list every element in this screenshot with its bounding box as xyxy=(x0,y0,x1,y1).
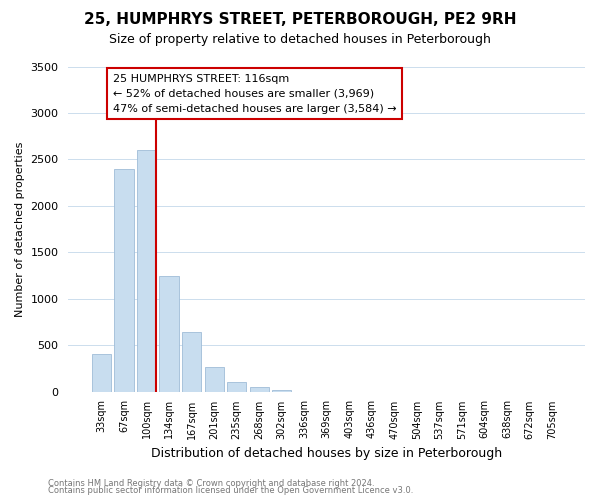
Bar xyxy=(272,390,291,392)
Bar xyxy=(137,150,156,392)
Text: 25 HUMPHRYS STREET: 116sqm
← 52% of detached houses are smaller (3,969)
47% of s: 25 HUMPHRYS STREET: 116sqm ← 52% of deta… xyxy=(113,74,397,114)
Bar xyxy=(92,354,111,392)
Y-axis label: Number of detached properties: Number of detached properties xyxy=(15,142,25,317)
Text: 25, HUMPHRYS STREET, PETERBOROUGH, PE2 9RH: 25, HUMPHRYS STREET, PETERBOROUGH, PE2 9… xyxy=(84,12,516,28)
Bar xyxy=(250,387,269,392)
Bar xyxy=(227,382,246,392)
Text: Contains HM Land Registry data © Crown copyright and database right 2024.: Contains HM Land Registry data © Crown c… xyxy=(48,478,374,488)
Text: Size of property relative to detached houses in Peterborough: Size of property relative to detached ho… xyxy=(109,32,491,46)
Bar xyxy=(182,332,201,392)
Bar xyxy=(160,276,179,392)
Text: Contains public sector information licensed under the Open Government Licence v3: Contains public sector information licen… xyxy=(48,486,413,495)
X-axis label: Distribution of detached houses by size in Peterborough: Distribution of detached houses by size … xyxy=(151,447,502,460)
Bar xyxy=(115,168,134,392)
Bar xyxy=(205,368,224,392)
